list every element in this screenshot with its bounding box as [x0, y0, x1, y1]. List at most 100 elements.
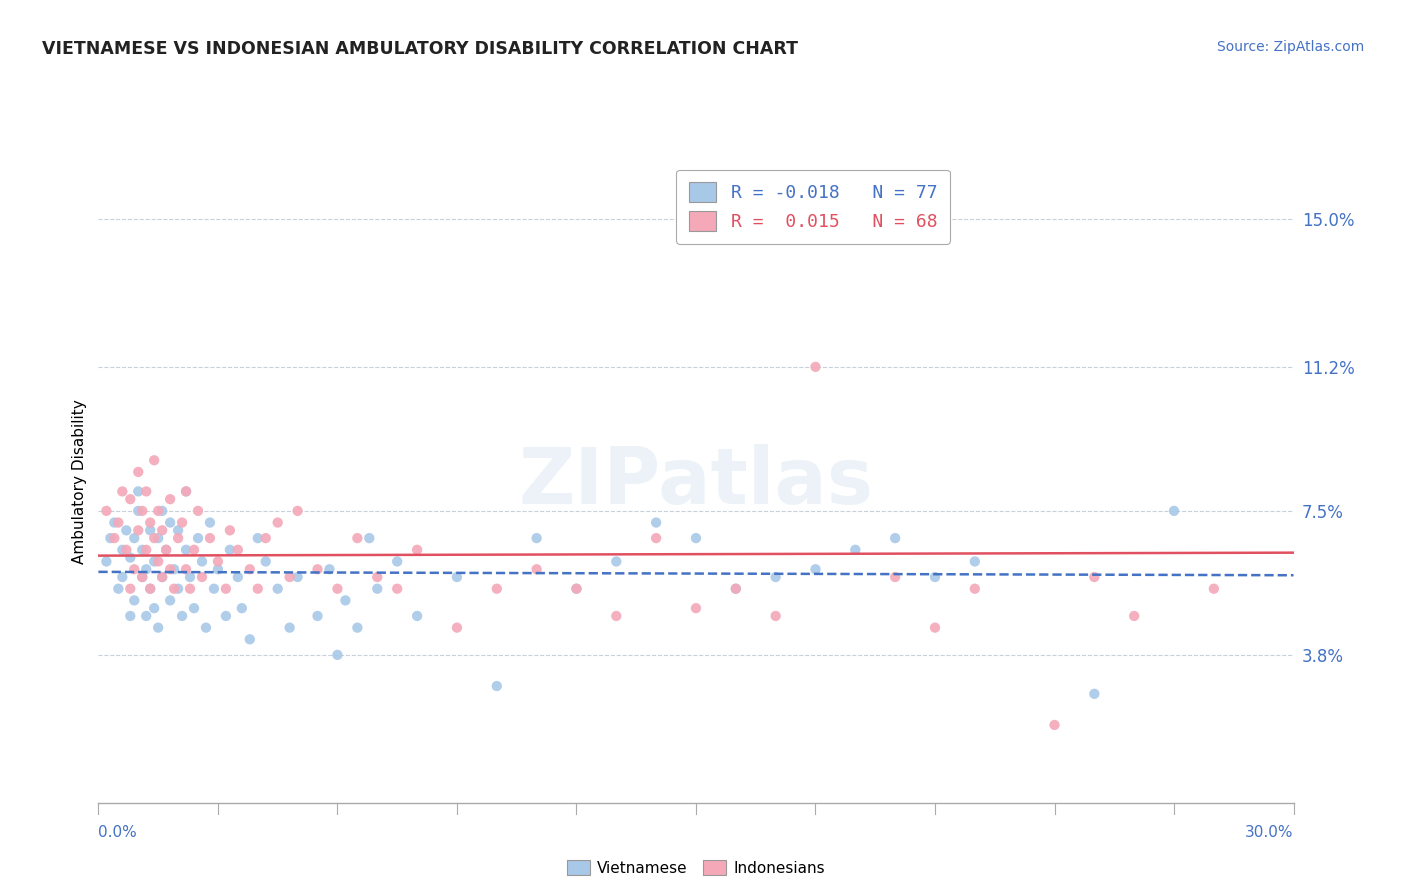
Point — [1163, 504, 1185, 518]
Point — [150, 570, 173, 584]
Point — [127, 465, 149, 479]
Point — [287, 570, 309, 584]
Point — [526, 531, 548, 545]
Point — [804, 562, 827, 576]
Point — [191, 554, 214, 568]
Point — [115, 542, 138, 557]
Legend: Vietnamese, Indonesians: Vietnamese, Indonesians — [561, 854, 831, 882]
Point — [148, 531, 170, 545]
Point — [406, 542, 429, 557]
Y-axis label: Ambulatory Disability: Ambulatory Disability — [72, 400, 87, 564]
Point — [127, 504, 149, 518]
Point — [215, 582, 238, 596]
Point — [143, 554, 166, 568]
Point — [215, 609, 238, 624]
Point — [131, 542, 153, 557]
Point — [1083, 687, 1105, 701]
Point — [485, 582, 508, 596]
Point — [124, 593, 146, 607]
Point — [96, 504, 118, 518]
Point — [143, 453, 166, 467]
Point — [226, 542, 249, 557]
Point — [131, 504, 153, 518]
Point — [963, 582, 986, 596]
Point — [307, 609, 329, 624]
Point — [167, 531, 190, 545]
Point — [198, 531, 221, 545]
Point — [179, 570, 201, 584]
Point — [239, 632, 262, 647]
Point — [103, 531, 125, 545]
Point — [194, 621, 218, 635]
Point — [148, 504, 170, 518]
Point — [359, 531, 381, 545]
Point — [446, 570, 468, 584]
Point — [143, 531, 166, 545]
Point — [219, 524, 242, 538]
Point — [107, 516, 129, 530]
Point — [131, 570, 153, 584]
Point — [1123, 609, 1146, 624]
Point — [724, 582, 747, 596]
Point — [187, 531, 209, 545]
Point — [148, 621, 170, 635]
Point — [198, 516, 221, 530]
Point — [278, 621, 301, 635]
Point — [179, 582, 201, 596]
Point — [307, 562, 329, 576]
Point — [287, 504, 309, 518]
Point — [1202, 582, 1225, 596]
Point — [103, 516, 125, 530]
Point — [167, 524, 190, 538]
Point — [159, 516, 181, 530]
Point — [159, 593, 181, 607]
Point — [150, 504, 173, 518]
Point — [254, 554, 277, 568]
Text: VIETNAMESE VS INDONESIAN AMBULATORY DISABILITY CORRELATION CHART: VIETNAMESE VS INDONESIAN AMBULATORY DISA… — [42, 40, 799, 58]
Point — [366, 582, 388, 596]
Point — [884, 570, 907, 584]
Text: ZIPatlas: ZIPatlas — [519, 443, 873, 520]
Point — [174, 542, 197, 557]
Point — [150, 570, 173, 584]
Point — [127, 524, 149, 538]
Point — [135, 484, 157, 499]
Point — [605, 609, 627, 624]
Point — [159, 562, 181, 576]
Point — [107, 582, 129, 596]
Point — [765, 570, 787, 584]
Point — [131, 570, 153, 584]
Point — [139, 524, 162, 538]
Point — [239, 562, 262, 576]
Point — [1083, 570, 1105, 584]
Point — [111, 484, 134, 499]
Point — [335, 593, 357, 607]
Point — [163, 582, 186, 596]
Point — [446, 621, 468, 635]
Point — [143, 601, 166, 615]
Point — [148, 554, 170, 568]
Text: 30.0%: 30.0% — [1246, 825, 1294, 840]
Point — [685, 531, 707, 545]
Point — [172, 516, 194, 530]
Point — [120, 609, 142, 624]
Point — [191, 570, 214, 584]
Point — [155, 542, 177, 557]
Point — [1043, 718, 1066, 732]
Point — [111, 542, 134, 557]
Point — [326, 648, 349, 662]
Point — [98, 531, 122, 545]
Point — [346, 621, 368, 635]
Point — [174, 484, 197, 499]
Point — [183, 542, 205, 557]
Point — [385, 554, 409, 568]
Point — [406, 609, 429, 624]
Point — [163, 562, 186, 576]
Point — [135, 542, 157, 557]
Point — [605, 554, 627, 568]
Point — [135, 609, 157, 624]
Point — [174, 484, 197, 499]
Point — [645, 516, 668, 530]
Point — [385, 582, 409, 596]
Point — [246, 582, 269, 596]
